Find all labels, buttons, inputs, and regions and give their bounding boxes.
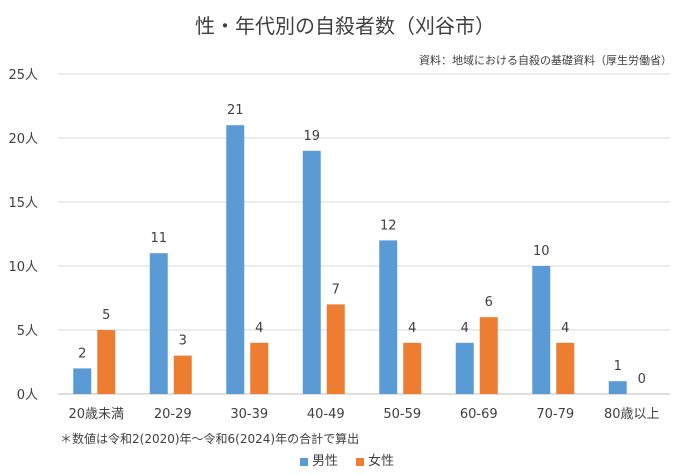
- x-tick-label: 70-79: [536, 407, 574, 422]
- data-label: 6: [485, 295, 493, 310]
- bar: [479, 317, 498, 394]
- bar: [302, 150, 321, 394]
- footnote: ＊数値は令和2(2020)年～令和6(2024)年の合計で算出: [60, 432, 360, 446]
- data-label: 2: [78, 346, 86, 361]
- data-label: 5: [102, 308, 110, 323]
- x-tick-label: 80歳以上: [604, 407, 660, 422]
- y-tick-label: 15人: [8, 196, 38, 211]
- legend-label-male: 男性: [312, 454, 339, 469]
- x-tick-label: 40-49: [307, 407, 345, 422]
- bar: [556, 342, 575, 394]
- data-label: 21: [227, 103, 244, 118]
- legend: 男性 女性: [300, 450, 408, 469]
- data-label: 12: [380, 218, 397, 233]
- y-tick-label: 0人: [17, 388, 38, 403]
- bar: [250, 342, 269, 394]
- legend-label-female: 女性: [368, 454, 395, 469]
- data-label: 4: [255, 321, 263, 336]
- y-tick-label: 25人: [8, 68, 38, 83]
- legend-item-female: 女性: [356, 450, 394, 469]
- data-label: 4: [408, 321, 416, 336]
- bar: [379, 240, 398, 394]
- legend-swatch-female: [356, 457, 365, 466]
- bar: [149, 253, 168, 394]
- data-label: 10: [533, 244, 550, 259]
- bar: [173, 355, 192, 394]
- bar: [326, 304, 345, 394]
- y-tick-label: 5人: [17, 324, 38, 339]
- bar: [455, 342, 474, 394]
- y-tick-label: 10人: [8, 260, 38, 275]
- chart-title: 性・年代別の自殺者数（刈谷市）: [195, 14, 495, 38]
- bar: [73, 368, 92, 394]
- data-label: 4: [561, 321, 569, 336]
- data-label: 3: [179, 334, 187, 349]
- data-label: 1: [614, 359, 622, 374]
- y-tick-label: 20人: [8, 132, 38, 147]
- x-tick-label: 20歳未満: [68, 407, 124, 422]
- bar: [532, 266, 551, 394]
- bar: [226, 125, 245, 394]
- data-label: 19: [303, 129, 320, 144]
- bar: [97, 330, 116, 394]
- x-tick-label: 30-39: [230, 407, 268, 422]
- bar: [403, 342, 422, 394]
- bar: [608, 381, 627, 394]
- legend-item-male: 男性: [300, 450, 338, 469]
- x-tick-label: 60-69: [460, 407, 498, 422]
- legend-swatch-male: [300, 457, 308, 466]
- source-note: 資料：地域における自殺の基礎資料（厚生労働省）: [419, 54, 672, 67]
- x-tick-label: 20-29: [154, 407, 192, 422]
- data-label: 4: [461, 321, 469, 336]
- data-label: 7: [332, 282, 340, 297]
- x-tick-label: 50-59: [383, 407, 421, 422]
- data-label: 0: [638, 372, 646, 387]
- data-label: 11: [150, 231, 167, 246]
